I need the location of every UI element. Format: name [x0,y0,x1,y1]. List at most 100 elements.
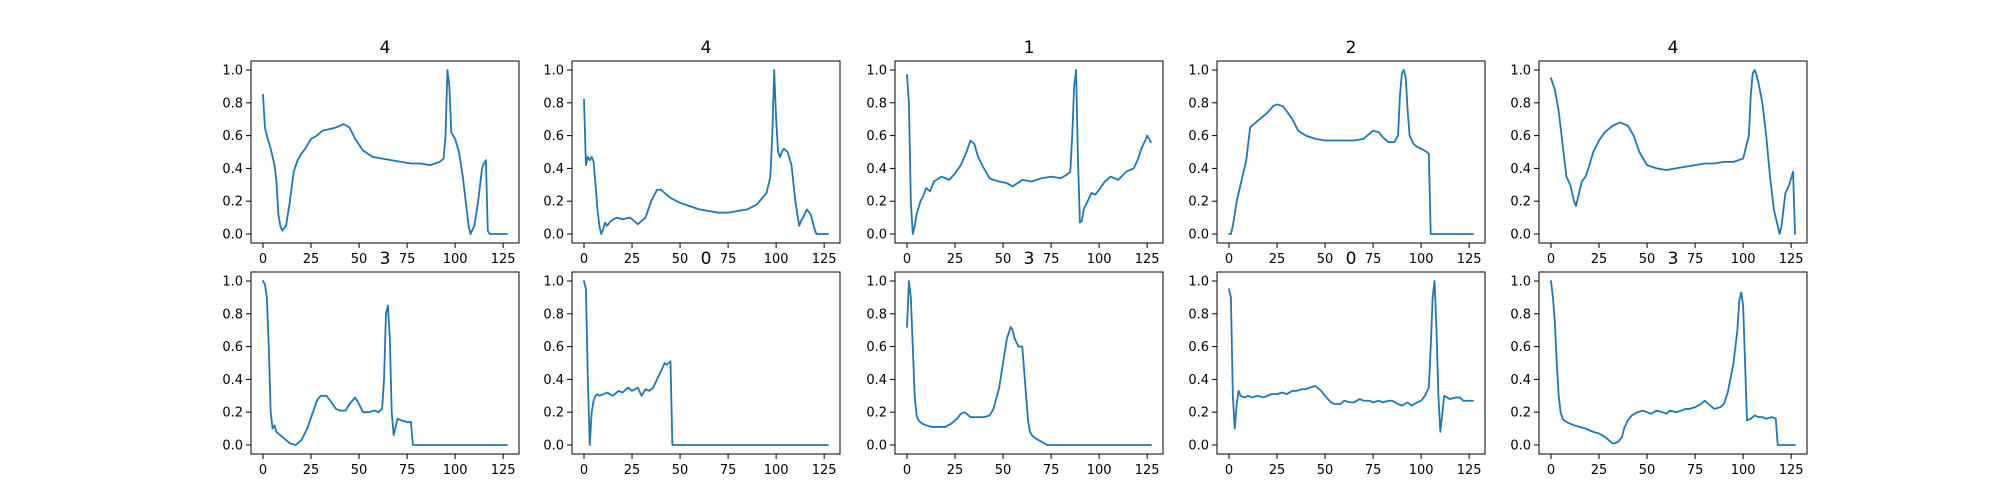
y-tick-label: 0.4 [222,373,243,388]
y-tick-label: 0.8 [866,96,887,111]
y-tick-label: 0.2 [1188,195,1209,210]
y-tick-label: 0.0 [1188,439,1209,454]
y-tick-label: 0.0 [866,228,887,243]
y-tick-label: 0.0 [1510,439,1531,454]
series-line [906,280,1152,446]
plot-frame [250,60,520,244]
x-tick-label: 75 [1365,463,1382,478]
x-tick-label: 50 [995,463,1012,478]
x-tick-label: 50 [351,463,368,478]
x-tick-label: 100 [443,463,468,478]
x-tick-label: 125 [1135,463,1160,478]
x-tick-label: 125 [1135,252,1160,267]
y-tick-label: 0.4 [1510,162,1531,177]
y-tick-label: 0.4 [543,162,564,177]
y-tick-label: 1.0 [1510,64,1531,79]
y-tick-label: 1.0 [866,275,887,290]
x-tick-label: 50 [1317,252,1334,267]
x-tick-label: 50 [672,463,689,478]
y-tick-label: 0.8 [222,96,243,111]
x-tick-label: 75 [1687,463,1704,478]
panel-title: 0 [701,249,712,269]
y-tick-label: 0.4 [866,162,887,177]
y-tick-label: 0.6 [543,129,564,144]
x-tick-label: 75 [720,463,737,478]
y-tick-label: 0.6 [1188,129,1209,144]
y-tick-label: 0.8 [543,96,564,111]
plot-frame [1538,271,1808,455]
x-tick-label: 100 [764,252,789,267]
x-tick-label: 125 [812,252,837,267]
x-tick-label: 0 [1547,463,1555,478]
x-tick-label: 75 [1043,463,1060,478]
x-tick-label: 25 [1269,463,1286,478]
panel-title: 2 [1346,38,1357,58]
x-tick-label: 0 [1547,252,1555,267]
x-tick-label: 50 [1639,252,1656,267]
chart-panel: 0 25 50 75 100 125 0.0 0.2 0.4 0.6 0.8 1.0 3 [222,249,520,478]
chart-panel: 0 25 50 75 100 125 0.0 0.2 0.4 0.6 0.8 1.0 4 [543,38,841,267]
panel-title: 0 [1346,249,1357,269]
y-tick-label: 0.2 [1510,406,1531,421]
panel-title: 3 [1024,249,1035,269]
y-tick-label: 0.6 [222,129,243,144]
x-tick-label: 0 [580,463,588,478]
y-tick-label: 0.0 [543,439,564,454]
x-tick-label: 75 [1365,252,1382,267]
y-tick-label: 0.2 [222,195,243,210]
y-tick-label: 0.8 [1510,96,1531,111]
x-tick-label: 50 [995,252,1012,267]
panel-title: 4 [380,38,391,58]
x-tick-label: 50 [1317,463,1334,478]
plot-frame [571,271,841,455]
x-tick-label: 125 [1779,252,1804,267]
y-tick-label: 0.4 [866,373,887,388]
x-tick-label: 75 [1687,252,1704,267]
x-tick-label: 75 [720,252,737,267]
y-tick-label: 0.2 [543,195,564,210]
y-tick-label: 1.0 [543,64,564,79]
x-tick-label: 0 [259,252,267,267]
panel-title: 4 [701,38,712,58]
y-tick-label: 1.0 [1510,275,1531,290]
series-line [262,280,508,446]
chart-panel: 0 25 50 75 100 125 0.0 0.2 0.4 0.6 0.8 1.0 0 [1188,249,1486,478]
y-tick-label: 0.6 [1188,340,1209,355]
x-tick-label: 25 [1269,252,1286,267]
series-line [1550,280,1796,446]
y-tick-label: 0.6 [543,340,564,355]
x-tick-label: 50 [672,252,689,267]
chart-panel: 0 25 50 75 100 125 0.0 0.2 0.4 0.6 0.8 1.0 2 [1188,38,1486,267]
y-tick-label: 0.0 [866,439,887,454]
x-tick-label: 100 [1409,463,1434,478]
x-tick-label: 100 [443,252,468,267]
series-line [1550,69,1796,235]
x-tick-label: 100 [764,463,789,478]
y-tick-label: 0.2 [866,195,887,210]
panel-title: 1 [1024,38,1035,58]
y-tick-label: 0.6 [222,340,243,355]
x-tick-label: 125 [812,463,837,478]
x-tick-label: 75 [1043,252,1060,267]
plot-frame [1538,60,1808,244]
y-tick-label: 0.6 [1510,129,1531,144]
y-tick-label: 1.0 [866,64,887,79]
chart-panel: 0 25 50 75 100 125 0.0 0.2 0.4 0.6 0.8 1.0 1 [866,38,1164,267]
chart-panel: 0 25 50 75 100 125 0.0 0.2 0.4 0.6 0.8 1.0 0 [543,249,841,478]
x-tick-label: 75 [399,252,416,267]
y-tick-label: 0.2 [543,406,564,421]
y-tick-label: 0.0 [1188,228,1209,243]
x-tick-label: 100 [1731,463,1756,478]
y-tick-label: 0.2 [1510,195,1531,210]
y-tick-label: 0.6 [866,340,887,355]
plot-frame [571,60,841,244]
series-line [583,69,829,235]
x-tick-label: 25 [1591,463,1608,478]
x-tick-label: 0 [580,252,588,267]
series-line [583,280,829,446]
y-tick-label: 0.2 [222,406,243,421]
panel-title: 3 [1668,249,1679,269]
x-tick-label: 0 [259,463,267,478]
series-line [1228,280,1474,433]
